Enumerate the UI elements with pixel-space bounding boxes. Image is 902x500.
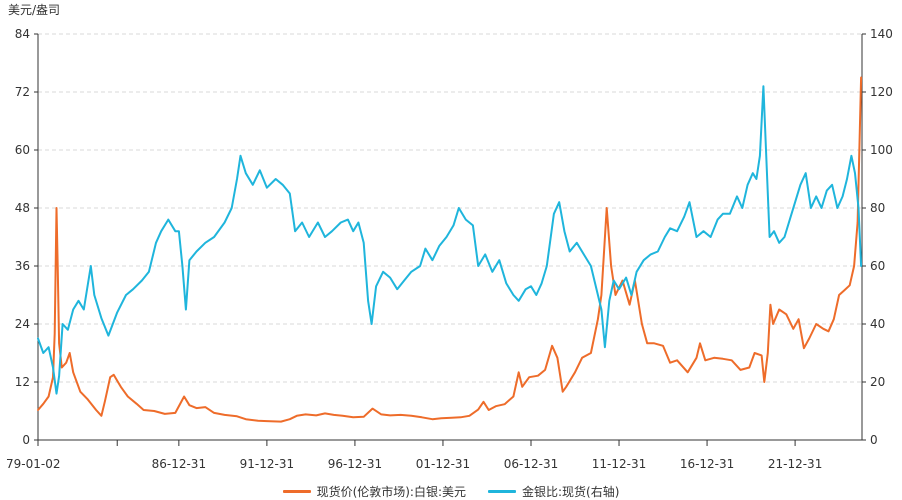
legend: 现货价(伦敦市场):白银:美元 金银比:现货(右轴) <box>0 482 902 500</box>
y-right-tick-label: 0 <box>870 433 878 447</box>
legend-item-gold-silver-ratio[interactable]: 金银比:现货(右轴) <box>488 483 619 500</box>
x-tick-label: 96-12-31 <box>328 457 382 471</box>
series-line-gold-silver-ratio <box>37 85 863 395</box>
legend-label-silver-price: 现货价(伦敦市场):白银:美元 <box>316 484 467 499</box>
y-left-tick-label: 72 <box>15 85 30 99</box>
x-tick-label: 16-12-31 <box>680 457 734 471</box>
y-right-tick-label: 120 <box>870 85 893 99</box>
y-right-tick-label: 100 <box>870 143 893 157</box>
x-tick-label: 06-12-31 <box>504 457 558 471</box>
x-tick-label: 86-12-31 <box>152 457 206 471</box>
x-tick-label: 21-12-31 <box>768 457 822 471</box>
grid-lines <box>38 33 862 383</box>
y-left-tick-label: 48 <box>15 201 30 215</box>
y-right-tick-label: 40 <box>870 317 885 331</box>
y-left-tick-label: 12 <box>15 375 30 389</box>
y-right-tick-label: 140 <box>870 27 893 41</box>
y-left-tick-label: 84 <box>15 27 30 41</box>
series-line-silver-price <box>37 76 863 423</box>
x-tick-label: 11-12-31 <box>592 457 646 471</box>
x-tick-label: 01-12-31 <box>416 457 470 471</box>
line-chart: 美元/盎司 0 12 24 36 48 60 72 84 0 20 40 60 80 100 120 140 7… <box>6 3 893 471</box>
y-right-tick-label: 80 <box>870 201 885 215</box>
y-left-tick-label: 24 <box>15 317 30 331</box>
y-left-tick-label: 60 <box>15 143 30 157</box>
y-left-tick-label: 0 <box>22 433 30 447</box>
series-layer <box>37 76 863 423</box>
y-left-unit-label: 美元/盎司 <box>8 3 60 17</box>
legend-item-silver-price[interactable]: 现货价(伦敦市场):白银:美元 <box>282 483 467 500</box>
y-right-tick-label: 20 <box>870 375 885 389</box>
x-tick-label: 91-12-31 <box>240 457 294 471</box>
legend-swatch-silver-price <box>282 489 311 493</box>
x-tick-label: 79-01-02 <box>6 457 60 471</box>
legend-swatch-gold-silver-ratio <box>488 489 517 493</box>
axes: 0 12 24 36 48 60 72 84 0 20 40 60 80 100 120 140 79-01-0… <box>6 27 893 471</box>
y-left-tick-label: 36 <box>15 259 30 273</box>
y-right-tick-label: 60 <box>870 259 885 273</box>
legend-label-gold-silver-ratio: 金银比:现货(右轴) <box>522 484 620 499</box>
